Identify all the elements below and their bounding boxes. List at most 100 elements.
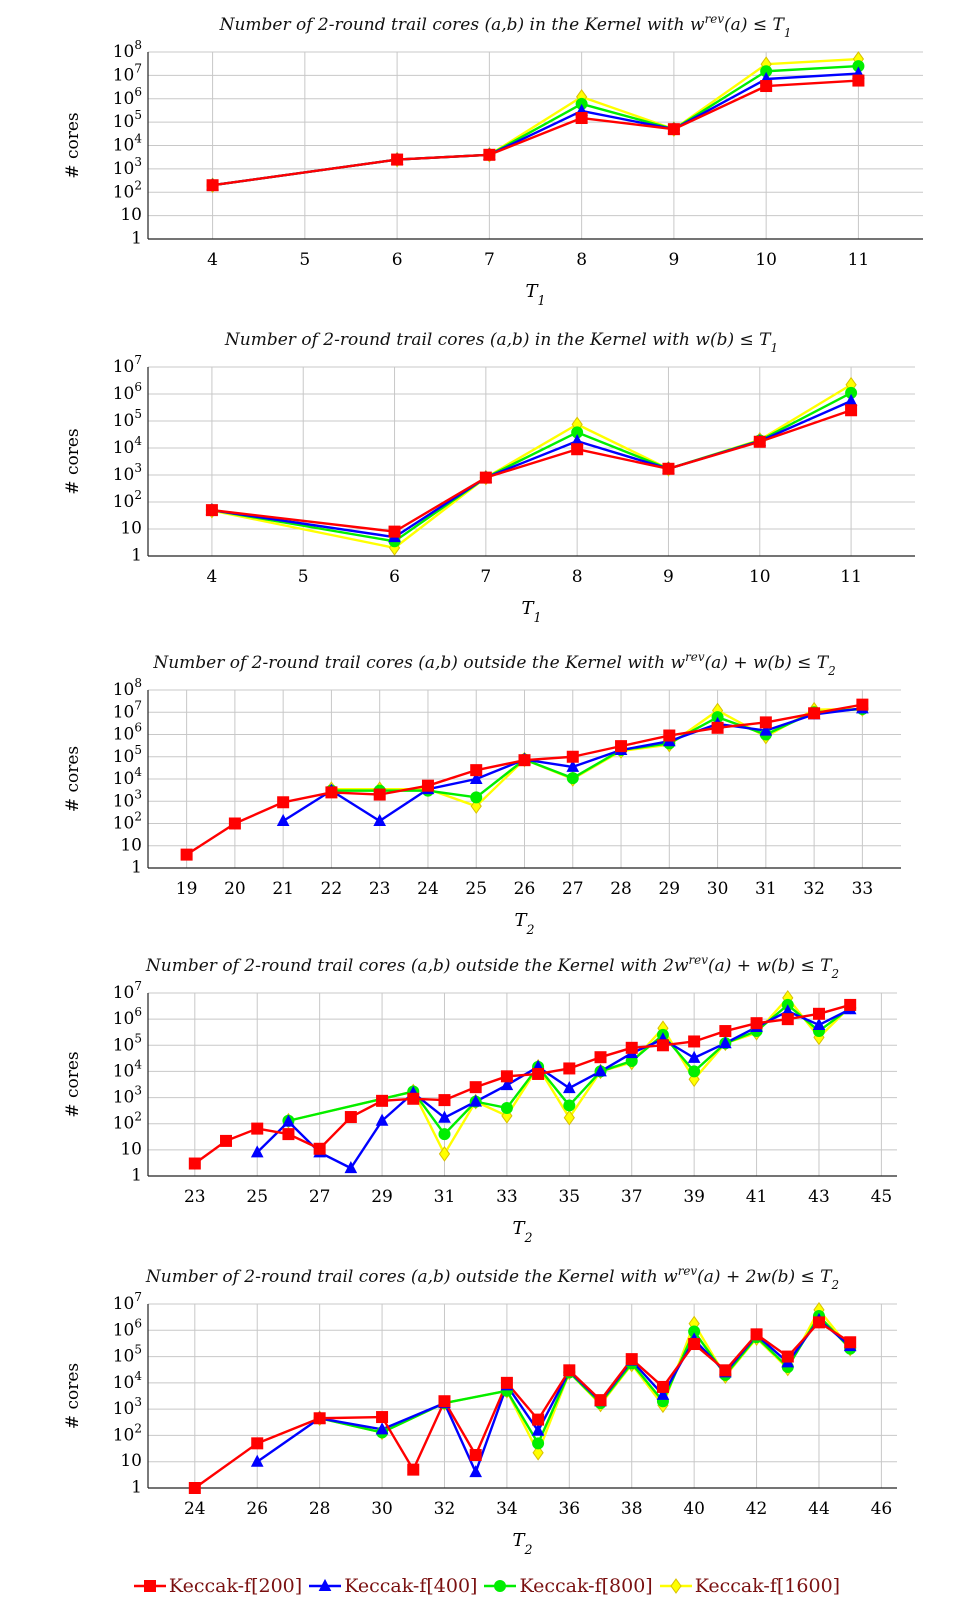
chart-5-ytick-3: 103 <box>113 1395 142 1419</box>
chart-2-ytick-2: 102 <box>113 488 142 512</box>
chart-3-xtick-14: 33 <box>852 879 874 899</box>
legend-label-0: Keccak-f[200] <box>168 1575 303 1597</box>
chart-5-series-0-point-12 <box>656 1380 669 1393</box>
chart-4-series-0-point-0 <box>188 1157 201 1170</box>
chart-5-series-1-point-6 <box>531 1423 545 1436</box>
chart-panel-3: Number of 2-round trail cores (a,b) outs… <box>63 650 901 937</box>
chart-3-series-2-point-3 <box>470 791 483 804</box>
chart-3-series-0-point-5 <box>421 779 434 792</box>
chart-4-series-1-point-8 <box>500 1078 514 1091</box>
chart-1-ytick-8: 108 <box>113 38 142 62</box>
chart-5-series-0-point-15 <box>750 1328 763 1341</box>
chart-3-xtick-11: 30 <box>707 879 729 899</box>
chart-4-series-0-point-1 <box>220 1134 233 1147</box>
chart-1-ytick-6: 106 <box>113 84 142 108</box>
legend-label-2: Keccak-f[800] <box>519 1575 653 1597</box>
chart-3-series-1-point-0 <box>276 813 290 826</box>
chart-1-ytick-0: 1 <box>131 229 142 249</box>
chart-5-xtick-10: 44 <box>808 1499 830 1519</box>
chart-5-series-0-point-2 <box>313 1412 326 1425</box>
chart-5-series-1-point-10 <box>656 1387 670 1400</box>
chart-3-series-0-point-9 <box>615 740 628 753</box>
chart-2-ytick-1: 10 <box>120 519 142 539</box>
chart-3-series-0-point-13 <box>808 707 821 720</box>
chart-4-xtick-2: 27 <box>309 1187 331 1207</box>
chart-4-series-1-point-0 <box>250 1145 264 1158</box>
chart-1-ytick-1: 10 <box>120 205 142 225</box>
chart-5-series-0-point-7 <box>500 1376 513 1389</box>
chart-4-ytick-6: 106 <box>113 1005 142 1029</box>
chart-4-series-0-point-4 <box>313 1142 326 1155</box>
chart-5-title: Number of 2-round trail cores (a,b) outs… <box>145 1264 839 1292</box>
legend-item-1: Keccak-f[400] <box>308 1575 477 1597</box>
chart-3-ytick-3: 103 <box>113 787 142 811</box>
chart-3-xtick-4: 23 <box>369 879 391 899</box>
chart-panel-1: Number of 2-round trail cores (a,b) in t… <box>63 12 923 308</box>
legend-swatch-0 <box>133 1580 166 1592</box>
chart-3-series-1-point-6 <box>566 759 580 772</box>
chart-3-ytick-5: 105 <box>113 742 142 766</box>
chart-2-xtick-0: 4 <box>207 567 218 587</box>
legend-label-1: Keccak-f[400] <box>344 1575 478 1597</box>
chart-5-series-1-point-4 <box>469 1465 483 1478</box>
chart-1-xtick-6: 10 <box>755 250 777 270</box>
chart-3-xtick-6: 25 <box>465 879 487 899</box>
chart-5-ytick-5: 105 <box>113 1342 142 1366</box>
chart-3-series-0-point-12 <box>759 716 772 729</box>
chart-1-series-0-point-6 <box>852 74 865 87</box>
legend: Keccak-f[200] Keccak-f[400] Keccak-f[800] K… <box>0 1572 973 1600</box>
chart-5-series-0-point-17 <box>812 1316 825 1329</box>
chart-5-ytick-4: 104 <box>113 1368 143 1392</box>
chart-4-xtick-6: 35 <box>558 1187 580 1207</box>
chart-5-series-2-line <box>319 1314 852 1445</box>
chart-4-series-1-point-7 <box>469 1094 483 1107</box>
chart-4-xtick-4: 31 <box>434 1187 456 1207</box>
chart-5-series-0-point-3 <box>376 1411 389 1424</box>
chart-4-series-0-point-7 <box>407 1092 420 1105</box>
chart-2-ytick-4: 104 <box>113 434 143 458</box>
legend-marker-1 <box>318 1578 332 1591</box>
chart-4-ytick-3: 103 <box>113 1083 142 1107</box>
chart-5-series-1-point-0 <box>250 1454 264 1467</box>
legend-swatch-2 <box>484 1580 517 1592</box>
legend-marker-0 <box>143 1580 156 1592</box>
chart-2-ytick-7: 107 <box>113 353 142 377</box>
chart-2-xtick-1: 5 <box>298 567 309 587</box>
chart-5-series-0-point-5 <box>438 1395 451 1408</box>
chart-5-ytick-1: 10 <box>120 1451 142 1471</box>
chart-2-series-0-point-2 <box>479 471 492 484</box>
chart-5-series-0-point-16 <box>781 1350 794 1363</box>
chart-1-xtick-3: 7 <box>484 250 495 270</box>
chart-5-xtick-6: 36 <box>558 1499 580 1519</box>
chart-2-ytick-0: 1 <box>131 546 142 566</box>
chart-3-xtick-9: 28 <box>610 879 632 899</box>
legend-item-3: Keccak-f[1600] <box>659 1575 840 1597</box>
chart-3-series-0-point-7 <box>518 754 531 767</box>
chart-5-series-3-point-4 <box>532 1444 544 1461</box>
chart-5-ytick-7: 107 <box>113 1290 142 1314</box>
chart-1-series-0-point-3 <box>575 112 588 125</box>
chart-2-xtick-2: 6 <box>389 567 400 587</box>
chart-1-ylabel: # cores <box>63 112 83 178</box>
chart-1-series-0-point-2 <box>483 148 496 161</box>
legend-item-2: Keccak-f[800] <box>483 1575 653 1597</box>
chart-4-xtick-1: 25 <box>246 1187 268 1207</box>
chart-2-xtick-3: 7 <box>480 567 491 587</box>
chart-5-series-3-line <box>319 1308 852 1454</box>
chart-3-ytick-1: 10 <box>120 835 142 855</box>
legend-swatch-1 <box>309 1578 342 1591</box>
chart-4-series-0-point-12 <box>563 1062 576 1075</box>
chart-4-series-0-point-9 <box>469 1081 482 1094</box>
chart-3-xlabel: T2 <box>514 910 534 937</box>
chart-4-series-0-line <box>194 1003 851 1165</box>
chart-3-xtick-3: 22 <box>321 879 343 899</box>
chart-4-series-1-point-14 <box>687 1050 701 1063</box>
chart-4-series-0-point-6 <box>376 1094 389 1107</box>
chart-4-series-2-point-4 <box>500 1101 513 1114</box>
chart-2-xtick-7: 11 <box>840 567 862 587</box>
chart-2-ytick-6: 106 <box>113 380 142 404</box>
chart-3-series-1-point-2 <box>373 813 387 826</box>
chart-4-series-0-point-16 <box>688 1035 701 1048</box>
chart-2-series-0-line <box>211 409 852 533</box>
chart-1-series-0-point-0 <box>206 179 219 192</box>
